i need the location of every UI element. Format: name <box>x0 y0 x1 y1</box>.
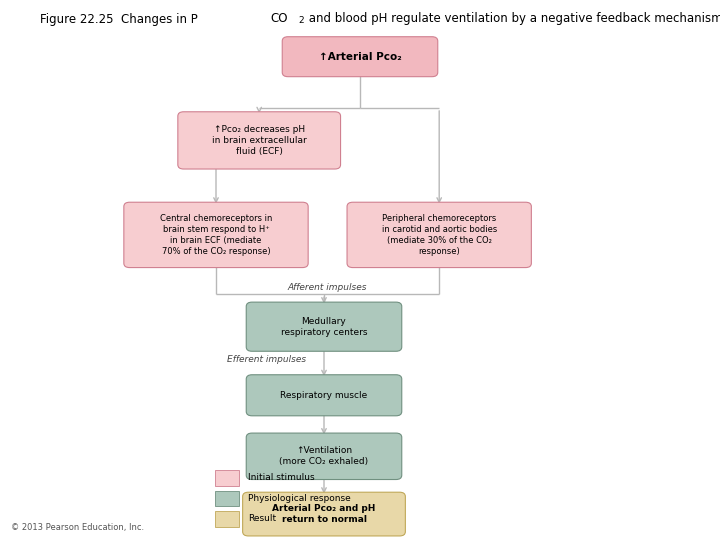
Text: Result: Result <box>248 515 276 523</box>
FancyBboxPatch shape <box>124 202 308 268</box>
Text: Physiological response: Physiological response <box>248 494 351 503</box>
FancyBboxPatch shape <box>243 492 405 536</box>
FancyBboxPatch shape <box>246 375 402 416</box>
FancyBboxPatch shape <box>246 302 402 351</box>
FancyBboxPatch shape <box>215 511 239 527</box>
Text: Respiratory muscle: Respiratory muscle <box>280 391 368 400</box>
Text: Arterial Pco₂ and pH
return to normal: Arterial Pco₂ and pH return to normal <box>272 504 376 524</box>
Text: ↑Pco₂ decreases pH
in brain extracellular
fluid (ECF): ↑Pco₂ decreases pH in brain extracellula… <box>212 125 307 156</box>
FancyBboxPatch shape <box>282 37 438 77</box>
Text: 2: 2 <box>298 16 304 25</box>
FancyBboxPatch shape <box>178 112 341 169</box>
Text: Medullary
respiratory centers: Medullary respiratory centers <box>281 316 367 337</box>
Text: © 2013 Pearson Education, Inc.: © 2013 Pearson Education, Inc. <box>11 523 144 532</box>
Text: Afferent impulses: Afferent impulses <box>288 283 367 292</box>
Text: Initial stimulus: Initial stimulus <box>248 474 315 482</box>
FancyBboxPatch shape <box>215 470 239 486</box>
Text: Peripheral chemoreceptors
in carotid and aortic bodies
(mediate 30% of the CO₂
r: Peripheral chemoreceptors in carotid and… <box>382 214 497 256</box>
Text: Efferent impulses: Efferent impulses <box>227 355 306 363</box>
FancyBboxPatch shape <box>246 433 402 480</box>
Text: ↑Arterial Pco₂: ↑Arterial Pco₂ <box>319 52 401 62</box>
FancyBboxPatch shape <box>215 490 239 507</box>
Text: ↑Ventilation
(more CO₂ exhaled): ↑Ventilation (more CO₂ exhaled) <box>279 446 369 467</box>
Text: and blood pH regulate ventilation by a negative feedback mechanism.: and blood pH regulate ventilation by a n… <box>305 12 720 25</box>
Text: CO: CO <box>271 12 288 25</box>
Text: Central chemoreceptors in
brain stem respond to H⁺
in brain ECF (mediate
70% of : Central chemoreceptors in brain stem res… <box>160 214 272 256</box>
FancyBboxPatch shape <box>347 202 531 268</box>
Text: Figure 22.25  Changes in P: Figure 22.25 Changes in P <box>40 14 197 26</box>
